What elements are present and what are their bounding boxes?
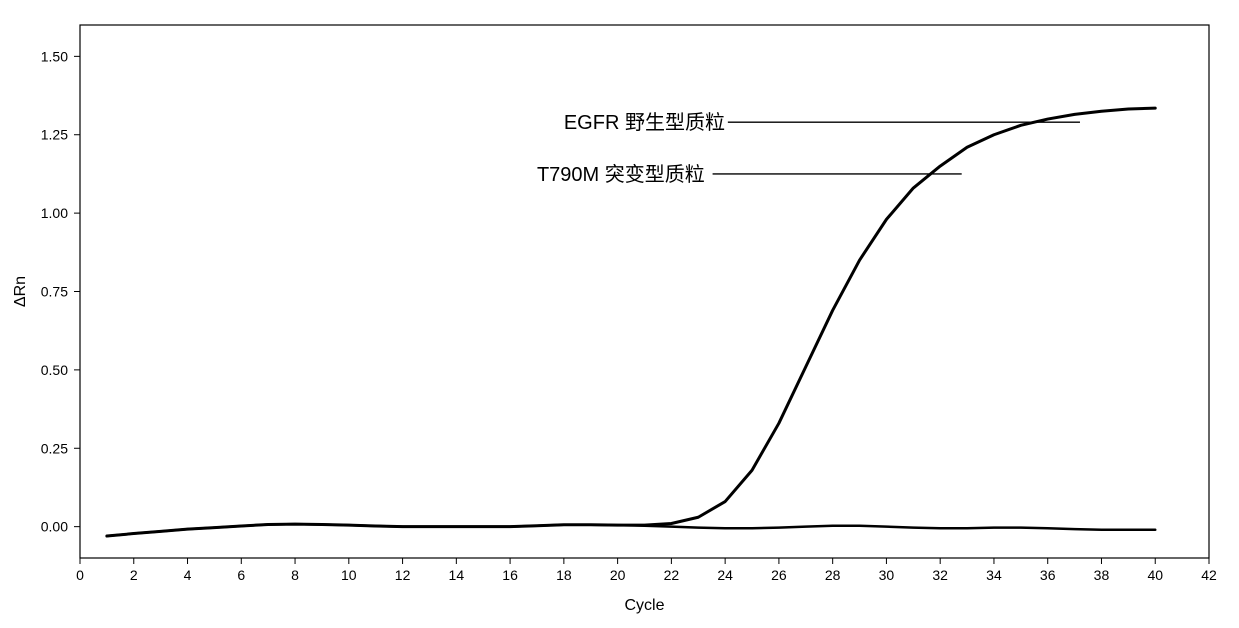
x-tick-label: 4 xyxy=(184,567,192,583)
x-tick-label: 34 xyxy=(986,567,1002,583)
x-tick-label: 10 xyxy=(341,567,357,583)
y-tick-label: 0.25 xyxy=(41,440,68,456)
x-tick-label: 6 xyxy=(237,567,245,583)
x-tick-label: 0 xyxy=(76,567,84,583)
x-tick-label: 28 xyxy=(825,567,841,583)
x-tick-label: 24 xyxy=(717,567,733,583)
y-tick-label: 1.50 xyxy=(41,48,68,64)
x-tick-label: 30 xyxy=(879,567,895,583)
x-tick-label: 32 xyxy=(932,567,948,583)
x-tick-label: 38 xyxy=(1094,567,1110,583)
x-axis-label: Cycle xyxy=(624,597,664,614)
chart-svg: 024681012141618202224262830323436384042C… xyxy=(0,0,1239,628)
y-tick-label: 0.75 xyxy=(41,284,68,300)
x-tick-label: 12 xyxy=(395,567,411,583)
plot-border xyxy=(80,25,1209,558)
x-tick-label: 42 xyxy=(1201,567,1217,583)
x-tick-label: 2 xyxy=(130,567,138,583)
y-axis-label: ΔRn xyxy=(12,276,29,307)
x-tick-label: 22 xyxy=(664,567,680,583)
y-tick-label: 1.00 xyxy=(41,205,68,221)
x-tick-label: 14 xyxy=(449,567,465,583)
x-tick-label: 26 xyxy=(771,567,787,583)
x-tick-label: 16 xyxy=(502,567,518,583)
x-tick-label: 36 xyxy=(1040,567,1056,583)
y-tick-label: 1.25 xyxy=(41,127,68,143)
ann-t790m-label: T790M 突变型质粒 xyxy=(537,163,705,186)
series-t790m-mutant xyxy=(107,524,1155,536)
x-tick-label: 40 xyxy=(1147,567,1163,583)
x-tick-label: 8 xyxy=(291,567,299,583)
x-tick-label: 20 xyxy=(610,567,626,583)
x-tick-label: 18 xyxy=(556,567,572,583)
y-tick-label: 0.00 xyxy=(41,519,68,535)
y-tick-label: 0.50 xyxy=(41,362,68,378)
amplification-chart: 024681012141618202224262830323436384042C… xyxy=(0,0,1239,628)
ann-egfr-label: EGFR 野生型质粒 xyxy=(564,111,725,134)
